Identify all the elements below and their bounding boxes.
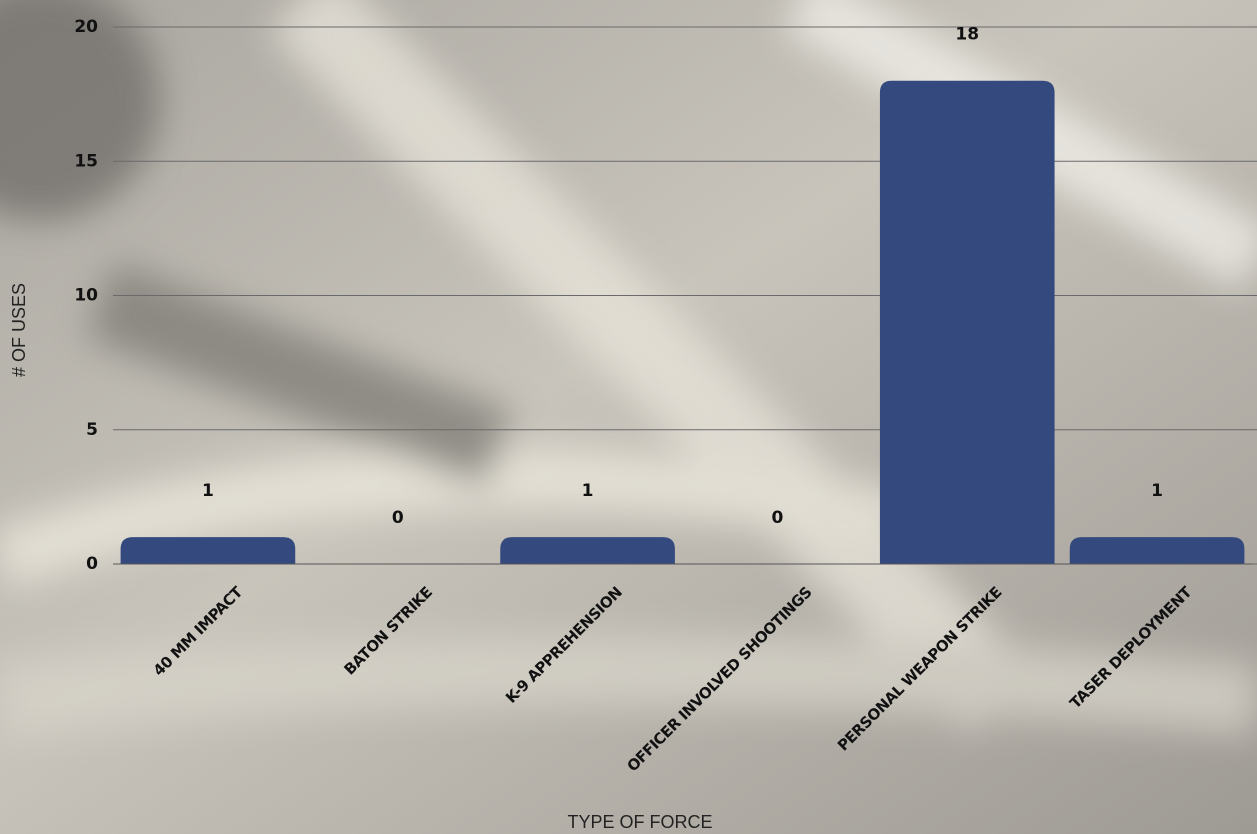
y-tick-label: 5: [86, 420, 98, 440]
bar: [879, 80, 1055, 564]
y-tick-label: 10: [74, 286, 98, 306]
value-label: 1: [582, 481, 594, 501]
y-tick-label: 20: [74, 17, 98, 37]
y-tick-label: 0: [86, 554, 98, 574]
y-tick-label: 15: [74, 151, 98, 171]
value-label: 1: [202, 481, 214, 501]
x-axis-title: TYPE OF FORCE: [567, 812, 712, 832]
value-label: 0: [771, 508, 783, 528]
y-axis-title: # OF USES: [9, 283, 29, 377]
bar: [120, 537, 296, 564]
bar: [500, 537, 675, 564]
value-label: 1: [1151, 481, 1163, 501]
value-label: 18: [955, 25, 979, 45]
bar: [1069, 537, 1245, 564]
value-label: 0: [392, 508, 404, 528]
